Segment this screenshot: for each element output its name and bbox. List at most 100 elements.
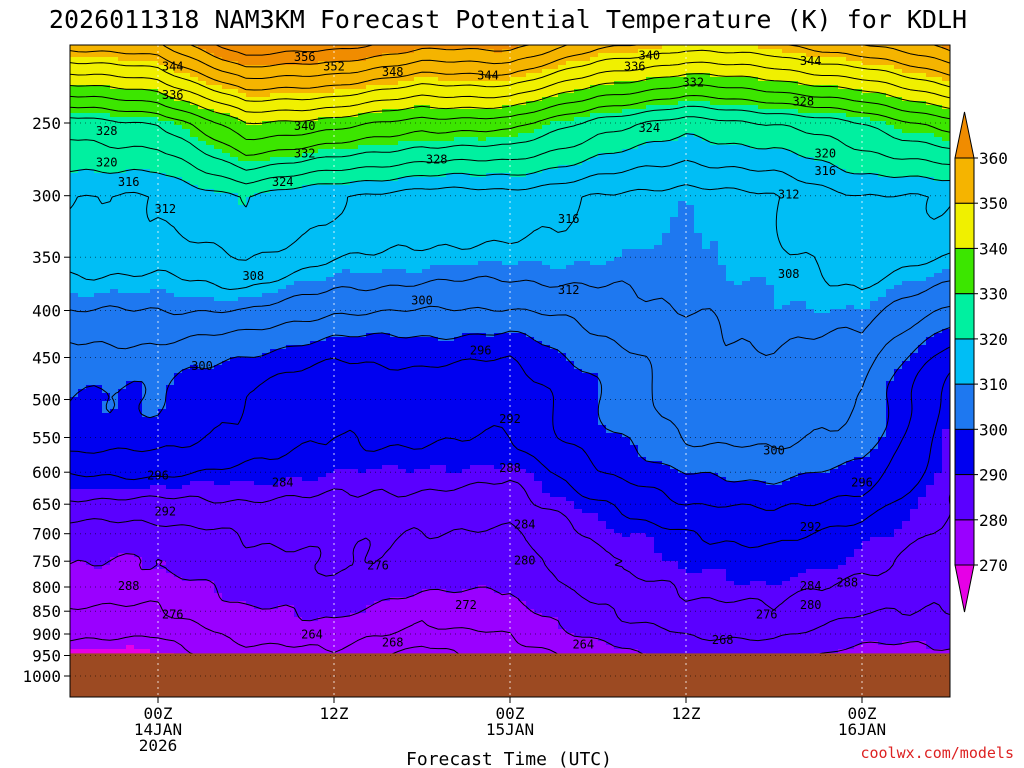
contour-label: 292 xyxy=(800,520,822,534)
field-cell xyxy=(878,641,903,646)
field-cell xyxy=(102,565,143,570)
field-cell xyxy=(542,481,767,486)
field-cell xyxy=(878,173,950,178)
field-cell xyxy=(206,81,399,86)
field-cell xyxy=(358,469,367,474)
field-cell xyxy=(670,229,695,234)
colorbar-label: 350 xyxy=(979,194,1008,213)
field-cell xyxy=(70,229,671,234)
field-cell xyxy=(366,85,591,90)
field-cell xyxy=(70,453,639,458)
colorbar-swatch xyxy=(954,157,975,204)
y-tick-label: 650 xyxy=(32,495,61,514)
field-cell xyxy=(902,521,950,526)
field-cell xyxy=(70,317,950,322)
field-cell xyxy=(630,437,879,442)
field-cell xyxy=(70,521,607,526)
field-cell xyxy=(662,557,847,562)
field-cell xyxy=(350,613,543,618)
field-cell xyxy=(694,229,950,234)
field-cell xyxy=(70,445,639,450)
field-cell xyxy=(190,133,519,138)
field-cell xyxy=(878,445,943,450)
field-cell xyxy=(286,285,775,290)
field-cell xyxy=(710,245,719,250)
field-cell xyxy=(150,169,543,174)
y-tick-label: 450 xyxy=(32,349,61,368)
field-cell xyxy=(70,585,215,590)
y-tick-label: 950 xyxy=(32,647,61,666)
field-cell xyxy=(70,305,775,310)
field-cell xyxy=(86,561,111,566)
field-cell xyxy=(110,113,231,118)
field-cell xyxy=(70,273,335,278)
field-cell xyxy=(142,561,159,566)
field-cell xyxy=(558,349,919,354)
field-cell xyxy=(718,257,950,262)
field-cell xyxy=(790,477,935,482)
field-cell xyxy=(534,477,727,482)
contour-label: 276 xyxy=(756,607,778,621)
field-cell xyxy=(70,309,815,314)
field-cell xyxy=(558,93,887,98)
field-cell xyxy=(894,533,950,538)
field-cell xyxy=(70,289,111,294)
field-cell xyxy=(70,209,679,214)
field-cell xyxy=(70,157,239,162)
field-cell xyxy=(574,505,919,510)
colorbar-swatch xyxy=(954,428,975,475)
field-cell xyxy=(462,333,487,338)
field-cell xyxy=(70,457,647,462)
field-cell xyxy=(622,249,719,254)
field-cell xyxy=(870,453,943,458)
field-cell xyxy=(126,381,143,386)
field-cell xyxy=(342,269,351,274)
field-cell xyxy=(870,449,943,454)
field-cell xyxy=(622,433,887,438)
field-cell xyxy=(70,557,111,562)
field-cell xyxy=(430,265,551,270)
field-cell xyxy=(70,245,655,250)
field-cell xyxy=(702,569,727,574)
field-cell xyxy=(222,361,575,366)
field-cell xyxy=(70,69,175,74)
field-cell xyxy=(598,377,895,382)
x-tick-label: 00Z xyxy=(848,704,877,723)
field-cell xyxy=(318,477,535,482)
contour-296 xyxy=(70,346,950,511)
field-cell xyxy=(574,365,903,370)
field-cell xyxy=(166,397,599,402)
field-cell xyxy=(598,389,887,394)
field-cell xyxy=(486,173,511,178)
field-cell xyxy=(934,481,950,486)
field-cell xyxy=(102,405,119,410)
field-cell xyxy=(630,533,647,538)
field-cell xyxy=(150,649,639,654)
field-cell xyxy=(718,253,950,258)
field-cell xyxy=(174,573,727,578)
field-cell xyxy=(198,365,215,370)
field-cell xyxy=(238,201,247,206)
field-cell xyxy=(774,289,887,294)
field-cell xyxy=(446,469,463,474)
field-cell xyxy=(70,125,183,130)
contour-label: 328 xyxy=(426,153,448,167)
field-cell xyxy=(190,481,215,486)
field-cell xyxy=(118,389,143,394)
field-cell xyxy=(102,389,119,394)
field-cell xyxy=(926,73,950,78)
field-cell xyxy=(102,409,111,414)
field-cell xyxy=(814,157,950,162)
field-cell xyxy=(926,645,950,650)
field-cell xyxy=(70,501,575,506)
field-cell xyxy=(862,61,950,66)
field-cell xyxy=(110,85,223,90)
field-cell xyxy=(934,177,950,182)
field-cell xyxy=(70,581,215,586)
colorbar-swatch xyxy=(954,111,975,159)
field-cell xyxy=(70,469,335,474)
field-cell xyxy=(606,425,887,430)
contour-label: 344 xyxy=(800,54,822,68)
field-cell xyxy=(414,593,511,598)
